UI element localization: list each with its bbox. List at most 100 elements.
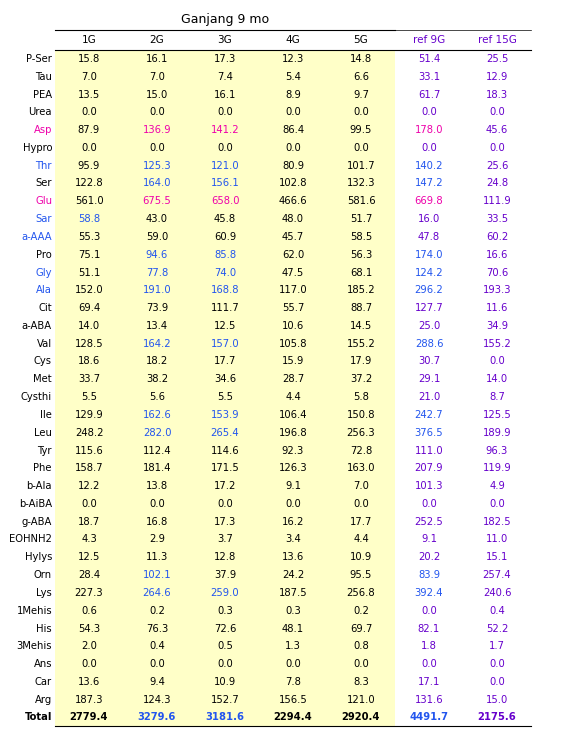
Text: 51.7: 51.7: [350, 214, 372, 224]
Text: 0.0: 0.0: [217, 659, 233, 669]
Bar: [395, 620, 463, 637]
Text: 121.0: 121.0: [347, 695, 375, 705]
Text: 25.6: 25.6: [486, 161, 508, 171]
Text: 181.4: 181.4: [143, 463, 171, 473]
Bar: [55, 709, 123, 726]
Text: 1.8: 1.8: [421, 641, 437, 651]
Text: 0.0: 0.0: [489, 677, 505, 687]
Text: 38.2: 38.2: [146, 374, 168, 384]
Bar: [123, 50, 191, 68]
Text: 3279.6: 3279.6: [138, 712, 176, 723]
Text: 25.5: 25.5: [486, 54, 508, 64]
Bar: [327, 370, 395, 388]
Text: 16.1: 16.1: [214, 90, 236, 99]
Bar: [259, 352, 327, 370]
Bar: [0, 335, 55, 352]
Bar: [259, 388, 327, 406]
Bar: [327, 388, 395, 406]
Text: 13.8: 13.8: [146, 481, 168, 491]
Text: 7.8: 7.8: [285, 677, 301, 687]
Text: 256.8: 256.8: [347, 588, 375, 598]
Text: 0.0: 0.0: [421, 499, 437, 509]
Text: 174.0: 174.0: [415, 250, 444, 260]
Text: 0.0: 0.0: [353, 108, 369, 117]
Text: 72.8: 72.8: [350, 445, 372, 456]
Bar: [55, 246, 123, 263]
Bar: [123, 317, 191, 335]
Bar: [259, 424, 327, 441]
Bar: [395, 299, 463, 317]
Bar: [55, 441, 123, 459]
Bar: [191, 655, 259, 673]
Text: 3.4: 3.4: [285, 534, 301, 545]
Text: 5.5: 5.5: [217, 392, 233, 402]
Text: 85.8: 85.8: [214, 250, 236, 260]
Text: Cit: Cit: [38, 303, 52, 313]
Text: Met: Met: [33, 374, 52, 384]
Bar: [463, 424, 531, 441]
Text: 156.1: 156.1: [211, 179, 240, 188]
Bar: [327, 85, 395, 103]
Text: 16.0: 16.0: [418, 214, 440, 224]
Text: 5.6: 5.6: [149, 392, 165, 402]
Text: 2175.6: 2175.6: [477, 712, 516, 723]
Bar: [55, 68, 123, 85]
Bar: [191, 459, 259, 477]
Bar: [123, 121, 191, 139]
Text: Val: Val: [37, 338, 52, 349]
Text: 61.7: 61.7: [418, 90, 440, 99]
Bar: [327, 121, 395, 139]
Text: 7.0: 7.0: [353, 481, 369, 491]
Bar: [395, 566, 463, 584]
Bar: [123, 709, 191, 726]
Text: 7.0: 7.0: [149, 72, 165, 82]
Bar: [0, 441, 55, 459]
Bar: [327, 192, 395, 210]
Text: 168.8: 168.8: [211, 286, 239, 295]
Bar: [327, 352, 395, 370]
Bar: [259, 655, 327, 673]
Bar: [123, 655, 191, 673]
Text: 155.2: 155.2: [483, 338, 511, 349]
Text: a-AAA: a-AAA: [21, 232, 52, 242]
Bar: [327, 602, 395, 620]
Text: 34.6: 34.6: [214, 374, 236, 384]
Bar: [55, 352, 123, 370]
Text: 121.0: 121.0: [211, 161, 240, 171]
Text: 28.4: 28.4: [78, 570, 100, 580]
Text: 33.5: 33.5: [486, 214, 508, 224]
Bar: [395, 50, 463, 68]
Bar: [55, 370, 123, 388]
Text: 72.6: 72.6: [214, 623, 236, 634]
Text: 17.3: 17.3: [214, 54, 236, 64]
Bar: [0, 424, 55, 441]
Bar: [55, 655, 123, 673]
Bar: [0, 370, 55, 388]
Bar: [395, 174, 463, 192]
Text: 248.2: 248.2: [75, 427, 103, 438]
Text: 51.1: 51.1: [78, 268, 100, 278]
Bar: [395, 157, 463, 174]
Bar: [123, 584, 191, 602]
Text: 1.7: 1.7: [489, 641, 505, 651]
Bar: [463, 210, 531, 228]
Text: 15.1: 15.1: [486, 552, 508, 562]
Bar: [395, 68, 463, 85]
Text: Asp: Asp: [34, 125, 52, 135]
Bar: [123, 85, 191, 103]
Bar: [0, 637, 55, 655]
Bar: [395, 584, 463, 602]
Text: g-ABA: g-ABA: [21, 516, 52, 527]
Text: 4.4: 4.4: [285, 392, 301, 402]
Bar: [55, 121, 123, 139]
Text: 0.0: 0.0: [421, 605, 437, 616]
Text: 12.3: 12.3: [282, 54, 304, 64]
Text: 47.5: 47.5: [282, 268, 304, 278]
Bar: [259, 531, 327, 548]
Bar: [191, 513, 259, 531]
Text: 0.0: 0.0: [353, 659, 369, 669]
Text: 140.2: 140.2: [415, 161, 444, 171]
Text: Cysthi: Cysthi: [21, 392, 52, 402]
Text: 13.6: 13.6: [282, 552, 304, 562]
Text: 15.8: 15.8: [78, 54, 100, 64]
